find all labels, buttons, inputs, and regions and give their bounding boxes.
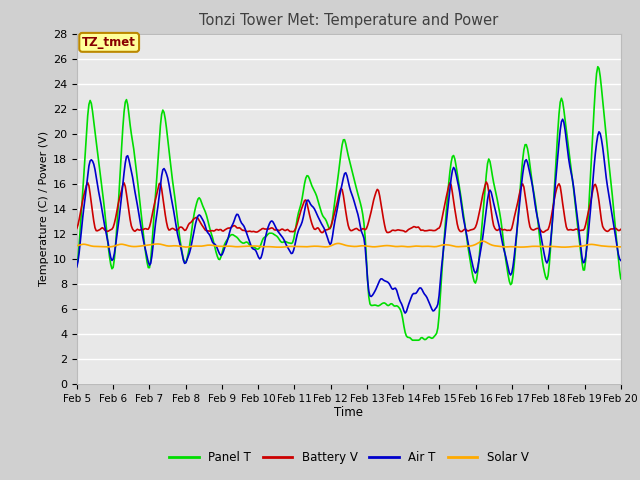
Legend: Panel T, Battery V, Air T, Solar V: Panel T, Battery V, Air T, Solar V <box>164 446 533 468</box>
Y-axis label: Temperature (C) / Power (V): Temperature (C) / Power (V) <box>38 131 49 287</box>
Title: Tonzi Tower Met: Temperature and Power: Tonzi Tower Met: Temperature and Power <box>199 13 499 28</box>
Text: TZ_tmet: TZ_tmet <box>82 36 136 49</box>
X-axis label: Time: Time <box>334 407 364 420</box>
